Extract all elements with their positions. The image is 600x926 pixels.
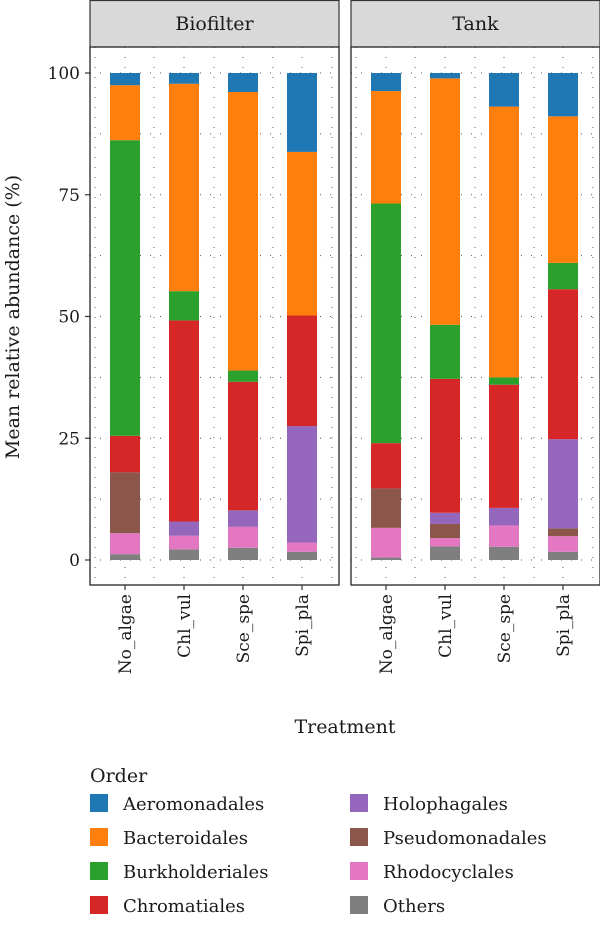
panel-border (350, 46, 600, 586)
bar-segment-pseudomonadales (110, 472, 140, 534)
x-tick-label: No_algae (116, 594, 136, 674)
bar-segment-chromatiales (169, 320, 199, 522)
panel-strip-label: Biofilter (175, 13, 254, 35)
legend-key (350, 794, 368, 812)
bar-segment-burkholderiales (430, 324, 460, 379)
x-tick-label: Chl_vul (436, 594, 456, 658)
bar-segment-others (489, 546, 519, 560)
bar-segment-chromatiales (548, 289, 578, 440)
bar-segment-others (548, 551, 578, 560)
legend-label: Chromatiales (123, 896, 245, 917)
bar-segment-burkholderiales (169, 291, 199, 321)
legend-key (90, 794, 108, 812)
bar-segment-others (287, 551, 317, 560)
x-tick-label: Chl_vul (175, 594, 195, 658)
bar-segment-aeromonadales (228, 73, 258, 92)
bar-segment-aeromonadales (430, 73, 460, 79)
y-tick-label: 25 (58, 429, 80, 449)
bar-segment-aeromonadales (371, 73, 401, 92)
panel-strip (89, 0, 340, 49)
bar-segment-holophagales (169, 521, 199, 536)
bar-segment-chromatiales (430, 378, 460, 513)
legend-label: Pseudomonadales (383, 828, 547, 849)
y-tick-label: 50 (58, 308, 80, 328)
x-tick-label: Sce_spe (495, 594, 515, 663)
bar-segment-rhodocyclales (430, 538, 460, 547)
legend-label: Bacteroidales (123, 828, 248, 849)
panel-tank: Tank No_algae Chl_vul Sce_spe Spi_pla (350, 0, 600, 674)
legend-label: Burkholderiales (123, 862, 268, 883)
bar-segment-bacteroidales (371, 91, 401, 204)
bar-segment-rhodocyclales (110, 533, 140, 555)
bar-segment-aeromonadales (110, 73, 140, 86)
bar-segment-holophagales (287, 426, 317, 543)
bar-segment-rhodocyclales (228, 526, 258, 548)
bar-segment-bacteroidales (489, 106, 519, 378)
panel-biofilter: Biofilter No_algae Chl_vul Sce_spe Spi_pla (89, 0, 340, 674)
legend-key (90, 862, 108, 880)
legend-key (350, 896, 368, 914)
legend-key (90, 896, 108, 914)
legend-label: Others (383, 896, 445, 917)
x-tick-label: No_algae (377, 594, 397, 674)
bar-segment-bacteroidales (169, 83, 199, 292)
legend-key (350, 862, 368, 880)
bar-segment-aeromonadales (169, 73, 199, 84)
bar-segment-others (228, 547, 258, 560)
bar-segment-rhodocyclales (548, 536, 578, 552)
bar-segment-bacteroidales (548, 116, 578, 263)
bar-segment-chromatiales (489, 384, 519, 508)
bar-segment-chromatiales (371, 443, 401, 489)
legend-label: Rhodocyclales (383, 862, 514, 883)
bar-segment-others (169, 549, 199, 560)
bar-segment-aeromonadales (287, 73, 317, 152)
bar-segment-others (110, 554, 140, 560)
x-tick-label: Spi_pla (554, 594, 574, 657)
bar-segment-burkholderiales (548, 262, 578, 290)
bar-segment-bacteroidales (287, 151, 317, 316)
bar-segment-burkholderiales (110, 140, 140, 436)
bar-segment-rhodocyclales (371, 527, 401, 558)
bar-segment-pseudomonadales (430, 523, 460, 539)
bar-segment-chromatiales (110, 435, 140, 473)
y-axis: 0 25 50 75 100 (48, 64, 90, 571)
bar-segment-others (430, 546, 460, 560)
bar-segment-aeromonadales (548, 73, 578, 117)
bar-segment-burkholderiales (228, 370, 258, 382)
legend-key (350, 828, 368, 846)
bar-segment-burkholderiales (489, 377, 519, 385)
y-tick-label: 0 (69, 551, 80, 571)
bar-segment-bacteroidales (430, 78, 460, 325)
legend-title: Order (90, 765, 148, 787)
x-tick-label: Spi_pla (293, 594, 313, 657)
bar-segment-holophagales (548, 439, 578, 529)
bar-segment-others (371, 557, 401, 560)
bar-segment-burkholderiales (371, 203, 401, 444)
bar-segment-pseudomonadales (548, 528, 578, 537)
legend-key (90, 828, 108, 846)
bar-segment-rhodocyclales (169, 535, 199, 550)
legend: Aeromonadales Bacteroidales Burkholderiale… (90, 794, 547, 917)
legend-label: Aeromonadales (122, 794, 264, 815)
bar-segment-holophagales (430, 512, 460, 524)
bar-segment-rhodocyclales (287, 542, 317, 552)
bar-segment-bacteroidales (110, 85, 140, 141)
x-axis-title: Treatment (294, 716, 395, 738)
bar-segment-bacteroidales (228, 91, 258, 371)
bar-segment-chromatiales (228, 381, 258, 511)
legend-label: Holophagales (383, 794, 508, 815)
y-axis-title: Mean relative abundance (%) (2, 175, 24, 459)
y-tick-label: 100 (48, 64, 80, 84)
bar-segment-aeromonadales (489, 73, 519, 107)
bar-segment-pseudomonadales (371, 488, 401, 528)
bar-segment-rhodocyclales (489, 525, 519, 547)
x-tick-label: Sce_spe (234, 594, 254, 663)
bar-segment-holophagales (228, 510, 258, 527)
bar-segment-holophagales (489, 507, 519, 526)
panel-strip-label: Tank (452, 13, 499, 35)
bar-segment-chromatiales (287, 315, 317, 427)
y-tick-label: 75 (58, 186, 80, 206)
